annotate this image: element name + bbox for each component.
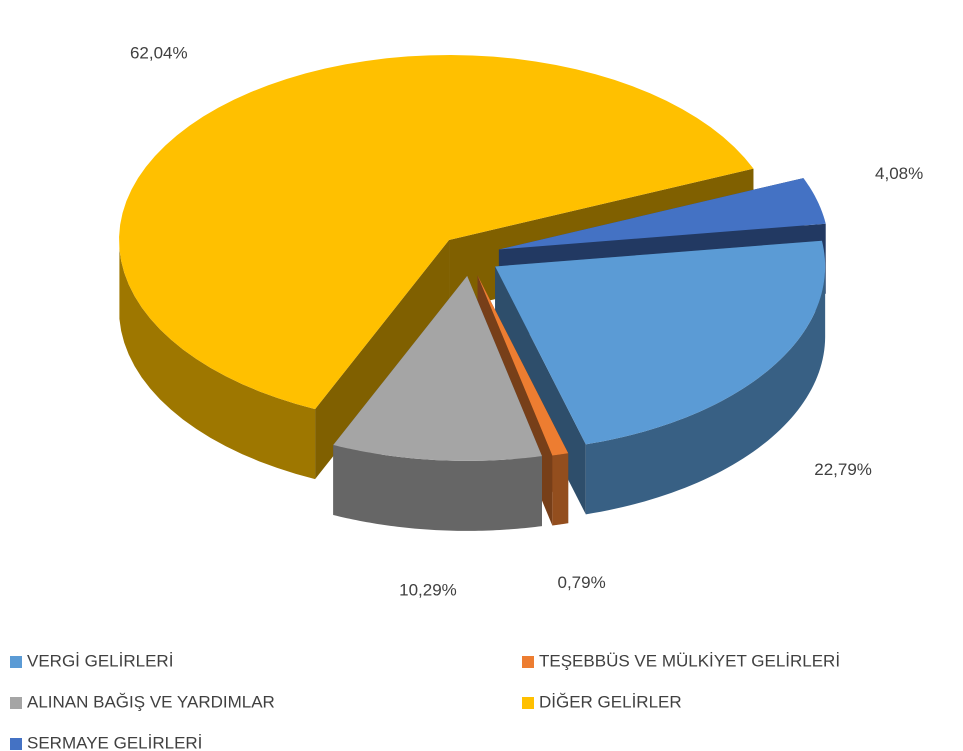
data-label: 10,29% — [399, 580, 457, 599]
data-label: 62,04% — [130, 44, 188, 63]
data-label: 0,79% — [558, 573, 606, 592]
slice — [498, 178, 826, 250]
legend-swatch — [10, 656, 22, 668]
legend-label: TEŞEBBÜS VE MÜLKİYET GELİRLERİ — [539, 651, 840, 670]
slice-wall — [119, 248, 316, 480]
legend-label: SERMAYE GELİRLERİ — [27, 733, 202, 751]
slice-wall — [552, 453, 569, 526]
slice-wall — [333, 444, 542, 531]
legend-swatch — [522, 656, 534, 668]
legend-label: DİĞER GELİRLER — [539, 692, 682, 711]
legend-label: ALINAN BAĞIŞ VE YARDIMLAR — [27, 692, 275, 711]
data-label: 4,08% — [875, 164, 923, 183]
legend-label: VERGİ GELİRLERİ — [27, 651, 173, 670]
slice-wall — [585, 267, 826, 515]
slice — [333, 275, 542, 461]
data-label: 22,79% — [814, 460, 872, 479]
legend-swatch — [10, 738, 22, 750]
legend-swatch — [522, 697, 534, 709]
legend-swatch — [10, 697, 22, 709]
slice-side — [315, 239, 450, 480]
slice — [477, 275, 569, 456]
slice — [495, 240, 826, 445]
slice — [119, 54, 754, 410]
